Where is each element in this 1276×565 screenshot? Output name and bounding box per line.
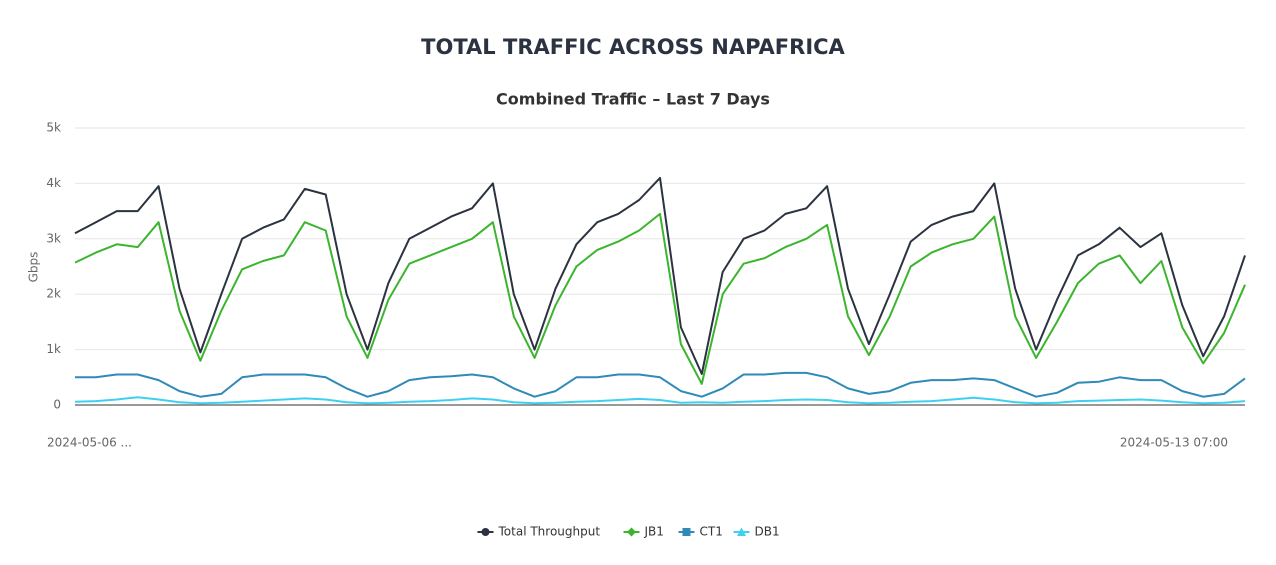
y-axis-label: Gbps [27, 252, 41, 283]
legend-marker [737, 527, 746, 536]
legend-label[interactable]: DB1 [755, 525, 780, 539]
series-line [74, 212, 1246, 385]
series-line [74, 176, 1246, 375]
legend-marker [682, 528, 691, 536]
series-line [75, 371, 1246, 398]
x-tick-label: 2024-05-06 ... [47, 436, 132, 450]
legend-label[interactable]: Total Throughput [498, 525, 601, 539]
legend-label[interactable]: JB1 [644, 525, 664, 539]
legend-marker [627, 527, 636, 537]
y-tick-label: 1k [46, 342, 61, 356]
legend-marker [481, 528, 490, 536]
chart-subtitle: Combined Traffic – Last 7 Days [496, 90, 770, 109]
y-tick-label: 3k [46, 231, 61, 245]
chart-title: TOTAL TRAFFIC ACROSS NAPAFRICA [421, 35, 845, 59]
x-tick-label: 2024-05-13 07:00 [1120, 436, 1228, 450]
y-tick-label: 2k [46, 287, 61, 301]
legend-label[interactable]: CT1 [700, 525, 723, 539]
y-tick-label: 5k [46, 121, 61, 135]
series-line [74, 396, 1246, 405]
y-tick-label: 4k [46, 176, 61, 190]
y-tick-label: 0 [53, 398, 61, 412]
